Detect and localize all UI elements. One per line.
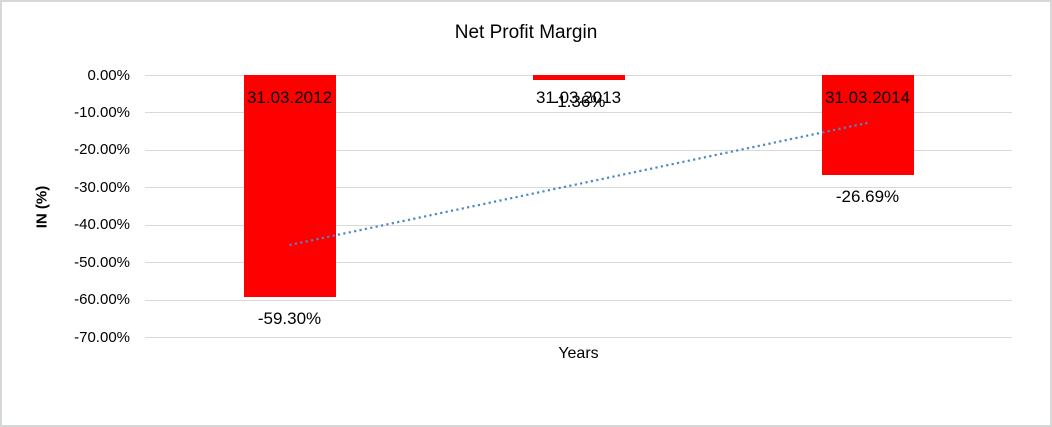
y-tick-label: -20.00% bbox=[74, 141, 130, 159]
bar-category-label: 31.03.2014 bbox=[824, 88, 911, 107]
chart-title: Net Profit Margin bbox=[454, 22, 598, 43]
trendline-segment[interactable] bbox=[289, 121, 868, 247]
gridline bbox=[145, 299, 1012, 301]
bar-category-label: 31.03.2013 bbox=[535, 88, 622, 107]
bar-31.03.2013[interactable] bbox=[532, 75, 625, 81]
y-tick-label: -60.00% bbox=[74, 291, 130, 309]
bar-category-label: 31.03.2012 bbox=[246, 88, 333, 107]
y-tick-label: -30.00% bbox=[74, 178, 130, 196]
bar-value-label: -26.69% bbox=[835, 186, 900, 206]
y-tick-label: -40.00% bbox=[74, 216, 130, 234]
bar-value-label: -59.30% bbox=[257, 309, 322, 329]
x-axis-title: Years bbox=[558, 345, 599, 362]
gridline bbox=[145, 112, 1012, 114]
gridline bbox=[145, 337, 1012, 339]
bar-31.03.2012[interactable] bbox=[243, 75, 336, 298]
y-tick-label: -10.00% bbox=[74, 103, 130, 121]
bar-value-label: -1.36% bbox=[551, 92, 606, 112]
y-tick-label: -70.00% bbox=[74, 328, 130, 346]
y-tick-label: 0.00% bbox=[87, 66, 130, 84]
y-tick-label: -50.00% bbox=[74, 253, 130, 271]
gridline bbox=[145, 262, 1012, 264]
